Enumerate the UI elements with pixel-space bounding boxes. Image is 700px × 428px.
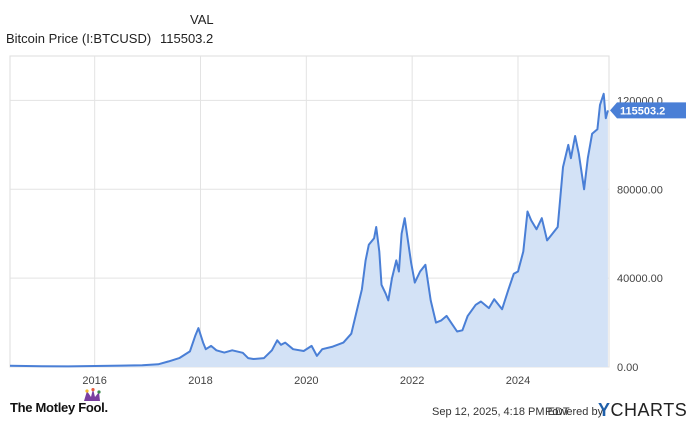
y-tick-label: 0.00	[617, 362, 638, 374]
series-line	[9, 92, 609, 368]
value-column-header: VAL	[190, 12, 214, 27]
powered-by-label: Powered by	[545, 406, 604, 418]
timestamp: Sep 12, 2025, 4:18 PM EDT	[432, 406, 570, 418]
series-area	[10, 93, 608, 368]
footer: The Motley Fool. Sep 12, 2025, 4:18 PM E…	[0, 388, 700, 428]
series-value: 115503.2	[160, 31, 214, 46]
y-tick-label: 40000.00	[617, 273, 663, 285]
jester-hat-icon	[84, 388, 101, 401]
last-value-marker	[610, 102, 686, 119]
price-chart: 2016 2018 2020 2022 2024 0.00 40000.00 80000.00…	[9, 55, 686, 387]
motley-fool-logo: The Motley Fool.	[10, 400, 108, 415]
x-tick-label: 2022	[400, 375, 424, 387]
last-value-label: 115503.2	[620, 105, 665, 117]
y-tick-label: 80000.00	[617, 184, 663, 196]
x-tick-label: 2018	[188, 375, 212, 387]
x-tick-label: 2024	[506, 375, 530, 387]
x-tick-label: 2020	[294, 375, 318, 387]
series-name: Bitcoin Price (I:BTCUSD)	[6, 31, 152, 46]
x-tick-label: 2016	[82, 375, 106, 387]
ycharts-logo: YCHARTS	[598, 400, 688, 420]
legend-table: VAL Bitcoin Price (I:BTCUSD) 115503.2	[0, 0, 260, 52]
